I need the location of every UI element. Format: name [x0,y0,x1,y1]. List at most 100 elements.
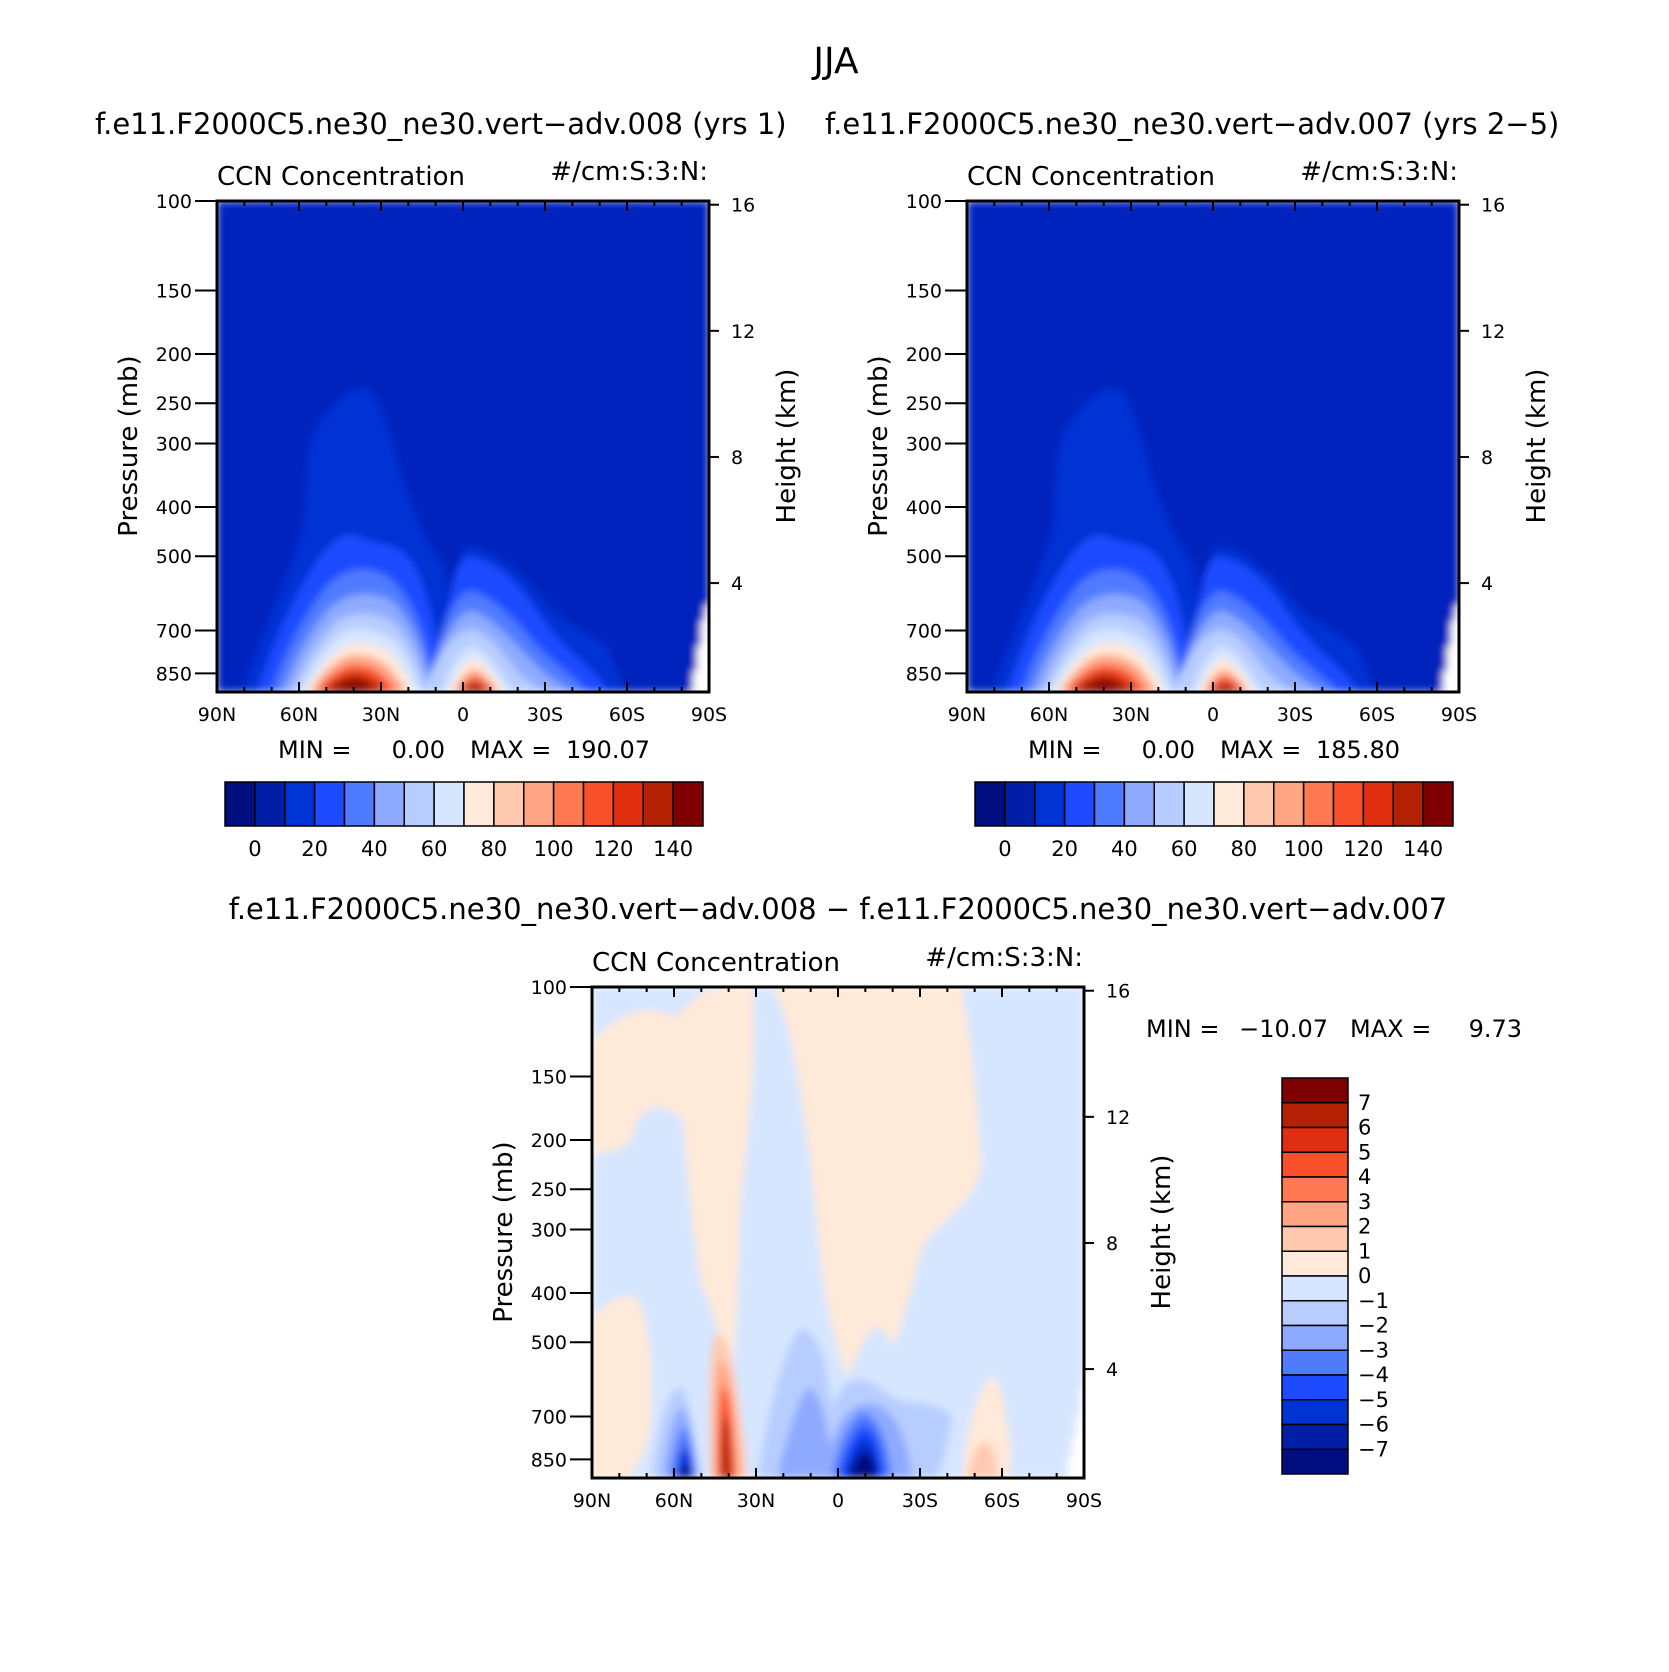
panel-diff-ylabel-right: Height (km) [1147,1155,1177,1310]
panel-right-colorbar-box [974,781,1006,827]
panel-left-colorbar-label: 80 [481,837,508,861]
panel-diff-colorbar-label: 2 [1358,1215,1371,1239]
panel-diff-contours [592,987,1084,1478]
panel-diff-ylabel: Pressure (mb) [489,1141,519,1322]
panel-right-min-label: MIN = [1028,736,1101,764]
panel-left-ytick-label: 500 [156,546,192,568]
panel-left-colorbar-box [493,781,525,827]
panel-left-colorbar-label: 20 [301,837,328,861]
panel-left-ytick-right-label: 8 [731,447,743,469]
panel-right-xtick-label: 90S [1441,704,1477,726]
panel-left-ytick-label: 300 [156,433,192,455]
panel-right-colorbar-box [1392,781,1424,827]
panel-diff-colorbar-label: 6 [1358,1116,1371,1140]
panel-right-xtick-label: 30S [1277,704,1313,726]
panel-diff-xtick-label: 90N [573,1490,611,1512]
panel-diff-colorbar-box [1281,1324,1349,1351]
panel-left-colorbar-label: 120 [593,837,633,861]
panel-left-colorbar-box [284,781,316,827]
panel-right-ylabel-right: Height (km) [1522,369,1552,524]
panel-left-colorbar-box [224,781,256,827]
panel-right-colorbar: 0 20 40 60 80 100 120 140 [974,781,1454,861]
panel-diff-xtick-label: 90S [1066,1490,1102,1512]
panel-diff-colorbar-box [1281,1374,1349,1401]
panel-diff-colorbar-box [1281,1399,1349,1426]
panel-right-xtick-label: 60N [1030,704,1068,726]
panel-left-colorbar-box [403,781,435,827]
panel-right-ytick-right-label: 4 [1481,573,1493,595]
panel-diff-min-value: −10.07 [1239,1015,1328,1043]
panel-left-max-value: 190.07 [566,736,650,764]
panel-left: f.e11.F2000C5.ne30_ne30.vert−adv.008 (yr… [95,107,802,861]
panel-diff-colorbar-box [1281,1176,1349,1203]
panel-right-colorbar-label: 100 [1284,837,1324,861]
panel-diff-colorbar-box [1281,1151,1349,1178]
panel-right-colorbar-box [1243,781,1275,827]
panel-diff-colorbar-label: −3 [1358,1338,1389,1362]
panel-left-colorbar-label: 60 [421,837,448,861]
panel-right-ytick-label: 500 [906,546,942,568]
panel-right-axes: 90N 60N 30N 0 30S 60S 90S 100 150 200 250 300 400 500… [906,191,1505,726]
panel-diff-ytick-label: 150 [531,1066,567,1088]
panel-diff-colorbar-label: 3 [1358,1190,1371,1214]
panel-diff-colorbar-label: 5 [1358,1140,1371,1164]
panel-diff-ytick-label: 700 [531,1406,567,1428]
panel-left-colorbar-box [672,781,704,827]
panel-diff-max-label: MAX = [1350,1015,1431,1043]
panel-diff-colorbar-label: −5 [1358,1388,1389,1412]
panel-right-min-value: 0.00 [1142,736,1195,764]
super-title: JJA [811,41,859,82]
panel-right-ytick-right-label: 16 [1481,195,1505,217]
panel-left-xtick-label: 60N [280,704,318,726]
panel-diff-xtick-label: 60N [655,1490,693,1512]
panel-left-colorbar-box [552,781,585,827]
panel-diff-xtick-label: 30S [902,1490,938,1512]
panel-right-colorbar-box [1302,781,1335,827]
panel-diff-title: f.e11.F2000C5.ne30_ne30.vert−adv.008 − f… [229,892,1448,926]
panel-diff-colorbar-box [1281,1225,1349,1252]
panel-diff-xtick-label: 30N [737,1490,775,1512]
panel-diff-colorbar-box [1281,1077,1349,1104]
panel-right-max-value: 185.80 [1316,736,1400,764]
panel-left-ylabel-right: Height (km) [772,369,802,524]
panel-right-colorbar-box [1213,781,1245,827]
panel-left-ylabel: Pressure (mb) [114,355,144,536]
panel-right-colorbar-box [1093,781,1126,827]
panel-right-colorbar-box [1063,781,1096,827]
panel-diff-min-label: MIN = [1146,1015,1219,1043]
panel-diff-variable: CCN Concentration [592,948,840,978]
panel-left-colorbar-box [313,781,346,827]
panel-diff-colorbar-label: 4 [1358,1165,1371,1189]
panel-right-xtick-label: 90N [948,704,986,726]
panel-right-colorbar-label: 140 [1403,837,1443,861]
panel-left-xtick-label: 30N [362,704,400,726]
panel-right-max-label: MAX = [1220,736,1301,764]
panel-diff-ytick-label: 250 [531,1179,567,1201]
panel-right-colorbar-box [1034,781,1066,827]
panel-left-ytick-label: 700 [156,620,192,642]
panel-right-ytick-label: 850 [906,663,942,685]
panel-diff-ytick-right-label: 12 [1106,1107,1130,1129]
panel-right-colorbar-box [1332,781,1365,827]
panel-left-ytick-label: 100 [156,191,192,213]
panel-diff-colorbar-label: 7 [1358,1091,1371,1115]
panel-right-colorbar-box [1123,781,1155,827]
panel-diff: f.e11.F2000C5.ne30_ne30.vert−adv.008 − f… [229,892,1522,1512]
panel-diff-max-value: 9.73 [1469,1015,1522,1043]
panel-diff-xtick-label: 60S [984,1490,1020,1512]
panel-diff-ytick-label: 300 [531,1219,567,1241]
panel-right-xtick-label: 30N [1112,704,1150,726]
panel-right-ytick-label: 300 [906,433,942,455]
panel-right-units: #/cm:S:3:N: [1300,157,1458,187]
panel-right-colorbar-box [1183,781,1215,827]
panel-left-colorbar-box [433,781,465,827]
panel-diff-ytick-label: 400 [531,1283,567,1305]
panel-left-colorbar-box [373,781,405,827]
panel-diff-colorbar-box [1281,1201,1349,1228]
panel-right-ytick-label: 400 [906,497,942,519]
panel-right-colorbar-label: 20 [1051,837,1078,861]
panel-diff-ytick-label: 200 [531,1130,567,1152]
panel-diff-xtick-label: 0 [832,1490,844,1512]
panel-left-ytick-label: 150 [156,280,192,302]
